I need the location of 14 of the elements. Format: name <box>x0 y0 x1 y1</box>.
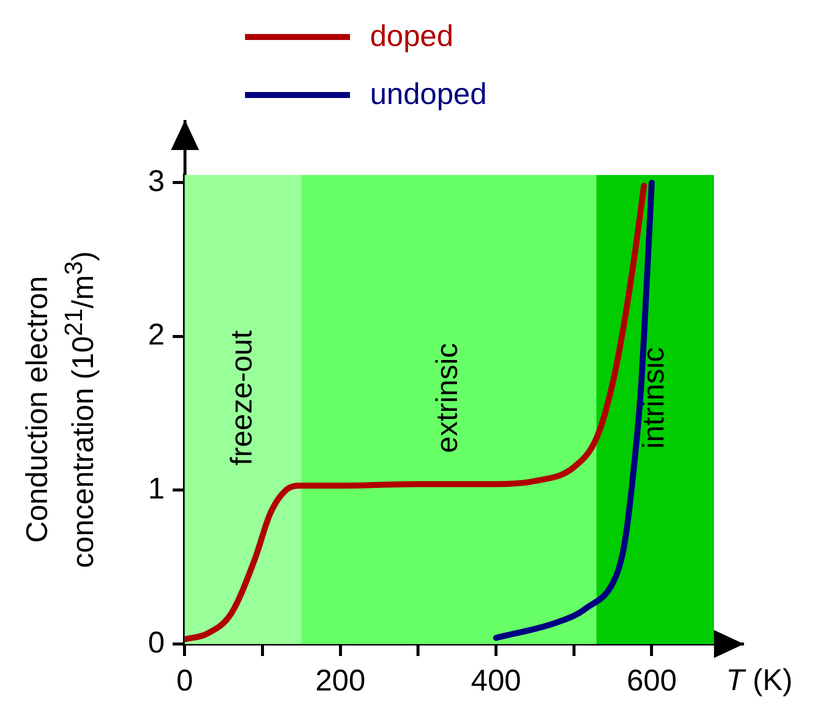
y-tick-label: 0 <box>148 626 165 660</box>
y-tick-label: 3 <box>148 164 165 198</box>
y-tick-label: 1 <box>148 472 165 506</box>
legend-label: doped <box>370 20 454 54</box>
band-label: extrinsic <box>431 342 464 453</box>
x-tick-label: 600 <box>626 664 677 698</box>
x-axis-title: T (K) <box>726 664 793 698</box>
x-tick-label: 400 <box>471 664 522 698</box>
y-tick-label: 2 <box>148 318 165 352</box>
x-tick-label: 0 <box>176 664 194 698</box>
band-label: freeze-out <box>225 330 258 466</box>
x-tick-label: 200 <box>315 664 366 698</box>
band-label: intrinsic <box>637 347 670 449</box>
legend-label: undoped <box>370 78 487 112</box>
